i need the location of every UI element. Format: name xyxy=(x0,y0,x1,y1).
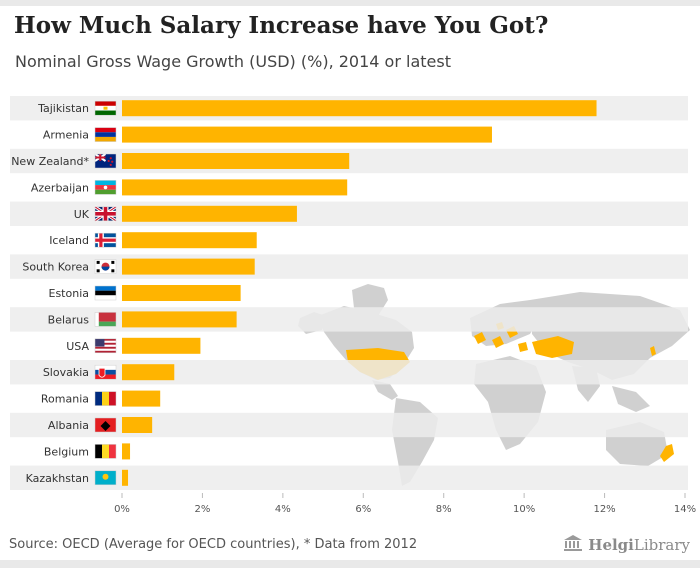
bar-row: Belgium xyxy=(44,443,131,460)
tick-label: 14% xyxy=(674,504,696,515)
bar-row: Armenia xyxy=(43,126,492,143)
bar xyxy=(122,390,161,407)
brand-logo[interactable]: HelgiLibrary xyxy=(563,534,690,556)
category-label: Belarus xyxy=(48,313,90,326)
category-label: New Zealand* xyxy=(11,155,89,168)
flag-az-icon xyxy=(94,180,117,195)
bar xyxy=(122,364,175,381)
category-label: UK xyxy=(74,208,90,221)
flag-sk-icon xyxy=(94,364,117,380)
tick-label: 12% xyxy=(593,504,615,515)
flag-am-icon xyxy=(94,127,117,142)
bar-row: UK xyxy=(10,201,688,226)
bar xyxy=(122,443,131,460)
bar-row: Romania xyxy=(41,390,161,407)
top-bar xyxy=(0,0,700,6)
bottom-bar xyxy=(0,560,700,568)
bar-row: Kazakhstan xyxy=(10,465,688,490)
category-label: USA xyxy=(66,340,89,353)
chart-subtitle: Nominal Gross Wage Growth (USD) (%), 201… xyxy=(15,52,451,71)
flag-uk-icon xyxy=(94,205,117,223)
bar xyxy=(122,337,201,354)
map-se-asia xyxy=(612,386,650,412)
category-label: Tajikistan xyxy=(37,102,89,115)
flag-ee-icon xyxy=(94,285,117,301)
category-label: Armenia xyxy=(43,129,89,142)
category-label: Slovakia xyxy=(43,366,89,379)
category-label: Albania xyxy=(48,419,89,432)
category-label: Kazakhstan xyxy=(26,472,89,485)
bar-row: Tajikistan xyxy=(10,96,688,121)
bar-row: South Korea xyxy=(10,254,688,279)
source-note: Source: OECD (Average for OECD countries… xyxy=(9,537,418,552)
bar xyxy=(122,100,597,117)
map-new-zealand xyxy=(660,444,674,462)
bar xyxy=(122,232,257,249)
tick-label: 2% xyxy=(194,504,210,515)
bar xyxy=(122,469,129,486)
bar xyxy=(122,258,255,275)
bar-row: USA xyxy=(66,337,201,354)
flag-by-icon xyxy=(94,312,117,327)
flag-al-icon xyxy=(94,417,117,433)
map-korea xyxy=(650,346,656,356)
tick-label: 8% xyxy=(436,504,452,515)
tick-label: 0% xyxy=(114,504,130,515)
tick-label: 6% xyxy=(355,504,371,515)
bar xyxy=(122,126,492,143)
bar xyxy=(122,205,297,222)
map-central-america xyxy=(372,380,398,400)
flag-us-icon xyxy=(94,338,117,354)
library-building-icon xyxy=(563,534,583,556)
bar xyxy=(122,417,153,433)
map-europe-highlights xyxy=(474,322,518,348)
bar xyxy=(122,153,350,169)
bar xyxy=(122,179,348,196)
bar xyxy=(122,311,237,328)
flag-kr-icon xyxy=(94,259,117,274)
flag-is-icon xyxy=(94,232,117,248)
flag-ro-icon xyxy=(94,391,117,406)
flag-nz-icon xyxy=(94,153,117,169)
bar-row: New Zealand* xyxy=(10,148,688,174)
flag-kz-icon xyxy=(94,470,117,486)
bar-chart: Tajikistan Armenia New Zealand* Azerbaijan U… xyxy=(10,96,696,515)
category-label: Iceland xyxy=(49,234,89,247)
flag-tj-icon xyxy=(94,100,117,116)
bar-row: Belarus xyxy=(10,307,688,332)
brand-suffix: Library xyxy=(633,536,690,554)
bar-row: Azerbaijan xyxy=(31,179,348,196)
chart-title: How Much Salary Increase have You Got? xyxy=(14,12,549,39)
bar xyxy=(122,285,241,301)
category-label: Estonia xyxy=(49,287,90,300)
category-label: Belgium xyxy=(44,445,89,458)
map-kazakhstan xyxy=(532,336,574,358)
bar-row: Albania xyxy=(10,412,688,438)
flag-be-icon xyxy=(94,444,117,459)
tick-label: 10% xyxy=(513,504,535,515)
category-label: Azerbaijan xyxy=(31,181,89,194)
bar-row: Slovakia xyxy=(10,360,688,385)
bar-row: Iceland xyxy=(49,232,257,249)
bar-row: Estonia xyxy=(49,285,241,301)
category-label: Romania xyxy=(41,393,89,406)
brand-name: Helgi xyxy=(588,536,634,554)
tick-label: 4% xyxy=(275,504,291,515)
map-caucasus xyxy=(518,342,528,352)
category-label: South Korea xyxy=(22,261,89,274)
